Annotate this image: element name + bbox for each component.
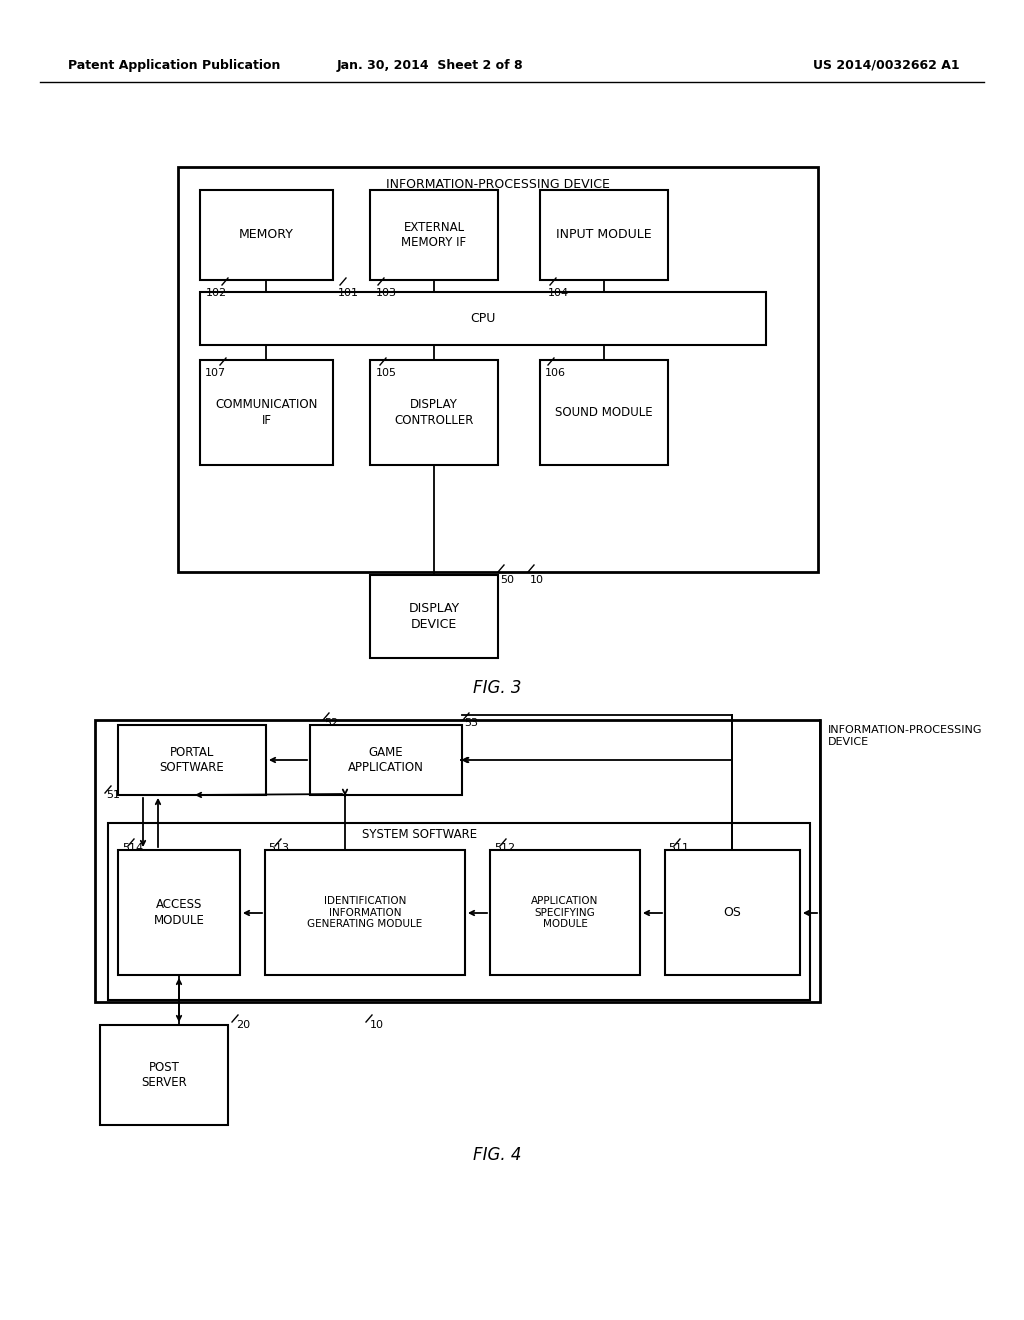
Bar bbox=[200, 360, 333, 465]
Text: 103: 103 bbox=[376, 288, 397, 298]
Text: 104: 104 bbox=[548, 288, 569, 298]
Text: Jan. 30, 2014  Sheet 2 of 8: Jan. 30, 2014 Sheet 2 of 8 bbox=[337, 58, 523, 71]
Text: FIG. 4: FIG. 4 bbox=[473, 1146, 521, 1164]
Text: DISPLAY
CONTROLLER: DISPLAY CONTROLLER bbox=[394, 399, 474, 426]
Text: 514: 514 bbox=[122, 843, 143, 853]
Bar bbox=[118, 725, 266, 795]
Bar bbox=[200, 190, 333, 280]
Text: US 2014/0032662 A1: US 2014/0032662 A1 bbox=[813, 58, 961, 71]
Text: EXTERNAL
MEMORY IF: EXTERNAL MEMORY IF bbox=[401, 220, 467, 249]
Text: 106: 106 bbox=[545, 368, 566, 378]
Text: PORTAL
SOFTWARE: PORTAL SOFTWARE bbox=[160, 746, 224, 774]
Text: 107: 107 bbox=[205, 368, 226, 378]
Text: 101: 101 bbox=[338, 288, 359, 298]
Bar bbox=[540, 360, 668, 465]
Bar bbox=[95, 719, 820, 1002]
Text: FIG. 3: FIG. 3 bbox=[473, 678, 521, 697]
Bar bbox=[178, 168, 818, 572]
Text: INFORMATION-PROCESSING DEVICE: INFORMATION-PROCESSING DEVICE bbox=[386, 178, 610, 191]
Text: Patent Application Publication: Patent Application Publication bbox=[68, 58, 281, 71]
Text: 513: 513 bbox=[268, 843, 289, 853]
Bar bbox=[265, 850, 465, 975]
Text: 512: 512 bbox=[494, 843, 515, 853]
Text: 52: 52 bbox=[324, 718, 338, 729]
Text: COMMUNICATION
IF: COMMUNICATION IF bbox=[215, 399, 317, 426]
Bar bbox=[100, 1026, 228, 1125]
Text: POST
SERVER: POST SERVER bbox=[141, 1061, 186, 1089]
Text: SYSTEM SOFTWARE: SYSTEM SOFTWARE bbox=[362, 829, 477, 842]
Text: MEMORY: MEMORY bbox=[239, 228, 294, 242]
Text: 51: 51 bbox=[106, 789, 120, 800]
Text: GAME
APPLICATION: GAME APPLICATION bbox=[348, 746, 424, 774]
Bar bbox=[310, 725, 462, 795]
Bar bbox=[370, 190, 498, 280]
Text: 105: 105 bbox=[376, 368, 397, 378]
Text: CPU: CPU bbox=[470, 312, 496, 325]
Text: 10: 10 bbox=[530, 576, 544, 585]
Text: OS: OS bbox=[724, 906, 741, 919]
Bar bbox=[665, 850, 800, 975]
Bar bbox=[370, 576, 498, 657]
Bar bbox=[118, 850, 240, 975]
Text: 50: 50 bbox=[500, 576, 514, 585]
Bar bbox=[200, 292, 766, 345]
Text: 102: 102 bbox=[206, 288, 227, 298]
Text: INFORMATION-PROCESSING
DEVICE: INFORMATION-PROCESSING DEVICE bbox=[828, 725, 982, 747]
Bar bbox=[370, 360, 498, 465]
Text: ACCESS
MODULE: ACCESS MODULE bbox=[154, 899, 205, 927]
Text: IDENTIFICATION
INFORMATION
GENERATING MODULE: IDENTIFICATION INFORMATION GENERATING MO… bbox=[307, 896, 423, 929]
Text: APPLICATION
SPECIFYING
MODULE: APPLICATION SPECIFYING MODULE bbox=[531, 896, 599, 929]
Text: 511: 511 bbox=[668, 843, 689, 853]
Text: INPUT MODULE: INPUT MODULE bbox=[556, 228, 652, 242]
Bar bbox=[540, 190, 668, 280]
Text: SOUND MODULE: SOUND MODULE bbox=[555, 407, 653, 418]
Text: 10: 10 bbox=[370, 1020, 384, 1030]
Bar bbox=[108, 822, 810, 1001]
Text: 20: 20 bbox=[236, 1020, 250, 1030]
Bar bbox=[490, 850, 640, 975]
Text: 53: 53 bbox=[464, 718, 478, 729]
Text: DISPLAY
DEVICE: DISPLAY DEVICE bbox=[409, 602, 460, 631]
